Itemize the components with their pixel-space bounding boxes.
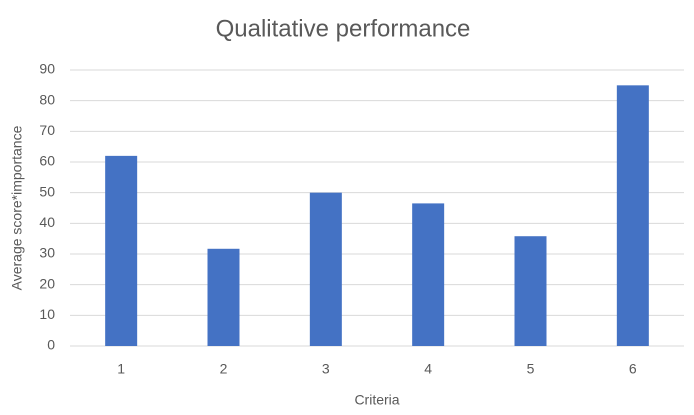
x-tick-label: 3 (322, 361, 330, 377)
y-tick-label: 40 (39, 214, 55, 230)
bar (514, 236, 547, 346)
y-tick-label: 90 (39, 61, 55, 77)
x-axis-label: Criteria (354, 392, 399, 408)
y-tick-label: 10 (39, 306, 55, 322)
y-tick-label: 70 (39, 122, 55, 138)
chart-title: Qualitative performance (216, 15, 471, 42)
y-tick-label: 20 (39, 275, 55, 291)
bar (412, 203, 445, 346)
bar (309, 192, 342, 346)
x-tick-label: 1 (117, 361, 125, 377)
x-tick-label: 5 (527, 361, 535, 377)
x-tick-label: 6 (629, 361, 637, 377)
x-tick-label: 4 (424, 361, 432, 377)
y-tick-label: 30 (39, 245, 55, 261)
bar (616, 85, 649, 346)
y-tick-label: 0 (47, 337, 55, 353)
y-tick-label: 80 (39, 91, 55, 107)
y-tick-label: 60 (39, 153, 55, 169)
y-axis-label: Average score*importance (9, 125, 25, 290)
x-tick-label: 2 (220, 361, 228, 377)
bar (105, 155, 138, 346)
y-tick-label: 50 (39, 183, 55, 199)
bar (207, 248, 240, 346)
